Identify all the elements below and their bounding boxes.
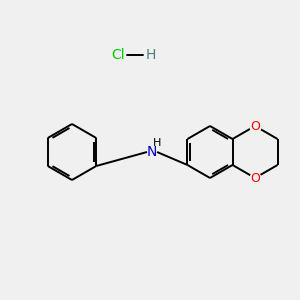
- Text: O: O: [250, 119, 260, 133]
- Text: H: H: [146, 48, 156, 62]
- Text: O: O: [250, 172, 260, 184]
- Text: Cl: Cl: [111, 48, 125, 62]
- Text: H: H: [153, 138, 161, 148]
- Text: N: N: [147, 145, 157, 159]
